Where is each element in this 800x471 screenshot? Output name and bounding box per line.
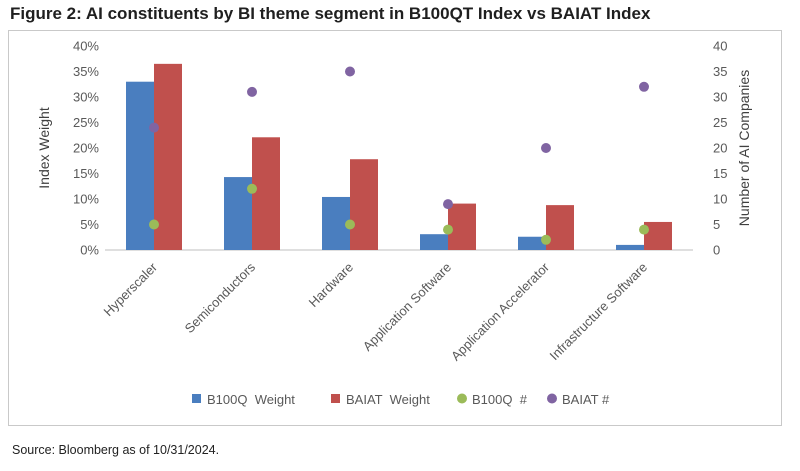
- point-b100q-count: [541, 234, 551, 245]
- bar-baiat-weight: [350, 159, 378, 250]
- point-baiat-count: [443, 199, 453, 210]
- y2-tick-label: 30: [713, 90, 727, 105]
- bar-baiat-weight: [154, 63, 182, 250]
- point-b100q-count: [443, 224, 453, 235]
- x-tick-label: Hyperscaler: [100, 259, 160, 319]
- y-tick-label: 5%: [80, 217, 99, 232]
- y-tick-label: 20%: [73, 141, 99, 156]
- point-baiat-count: [541, 143, 551, 153]
- source-note: Source: Bloomberg as of 10/31/2024.: [12, 443, 220, 457]
- point-b100q-count: [639, 224, 649, 235]
- point-b100q-count: [149, 219, 159, 230]
- x-tick-label: Hardware: [306, 260, 356, 310]
- legend-label: B100Q #: [472, 392, 528, 407]
- point-baiat-count: [247, 86, 257, 97]
- y2-tick-label: 15: [713, 166, 727, 181]
- y2-tick-label: 10: [713, 192, 727, 207]
- y-tick-label: 35%: [73, 64, 99, 79]
- bar-b100q-weight: [420, 234, 448, 250]
- legend-swatch: [192, 394, 201, 403]
- legend-marker: [457, 393, 467, 404]
- y-tick-label: 25%: [73, 115, 99, 130]
- bar-baiat-weight: [644, 221, 672, 250]
- bar-baiat-weight: [252, 137, 280, 250]
- bar-baiat-weight: [546, 205, 574, 250]
- y2-axis-title: Number of AI Companies: [736, 70, 752, 226]
- chart-svg: 0% 5% 10% 15% 20% 25% 30% 35% 40% 0 5 10 15 20 25 30 35 4…: [36, 39, 752, 408]
- y-tick-label: 10%: [73, 192, 99, 207]
- bar-b100q-weight: [126, 81, 154, 250]
- point-b100q-count: [247, 183, 257, 194]
- point-baiat-count: [639, 81, 649, 92]
- bar-b100q-weight: [518, 236, 546, 250]
- point-baiat-count: [345, 66, 355, 77]
- y-axis-title: Index Weight: [36, 107, 52, 189]
- x-tick-label: Application Accelerator: [448, 259, 553, 364]
- chart-panel: 0% 5% 10% 15% 20% 25% 30% 35% 40% 0 5 10 15 20 25 30 35 4…: [8, 30, 782, 426]
- y-tick-label: 30%: [73, 90, 99, 105]
- point-b100q-count: [345, 219, 355, 230]
- y2-tick-label: 35: [713, 64, 727, 79]
- bar-baiat-weight: [448, 203, 476, 250]
- x-tick-label: Infrastructure Software: [547, 260, 651, 364]
- bar-b100q-weight: [616, 244, 644, 250]
- x-tick-label: Application Software: [360, 260, 454, 354]
- y2-tick-label: 5: [713, 217, 720, 232]
- y2-tick-label: 20: [713, 141, 727, 156]
- legend-label: BAIAT Weight: [346, 392, 430, 407]
- point-baiat-count: [149, 122, 159, 133]
- y2-tick-label: 40: [713, 39, 727, 54]
- legend-label: BAIAT #: [562, 392, 610, 407]
- y2-tick-label: 25: [713, 115, 727, 130]
- y-tick-label: 0%: [80, 243, 99, 258]
- y-tick-label: 40%: [73, 39, 99, 54]
- y-tick-label: 15%: [73, 166, 99, 181]
- figure-title: Figure 2: AI constituents by BI theme se…: [10, 4, 651, 23]
- legend-marker: [547, 393, 557, 404]
- legend-label: B100Q Weight: [207, 392, 295, 407]
- y2-tick-label: 0: [713, 243, 720, 258]
- legend-swatch: [331, 394, 340, 403]
- x-tick-label: Semiconductors: [182, 259, 259, 336]
